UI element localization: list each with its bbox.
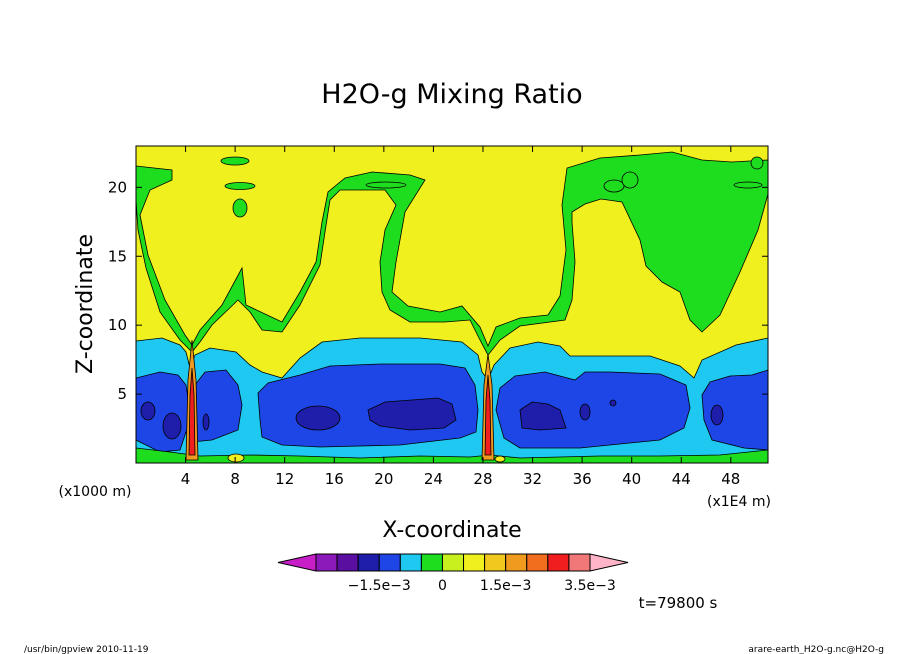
- plot-area: [136, 146, 768, 463]
- colorbar-swatch: [484, 553, 507, 572]
- colorbar-swatch: [336, 553, 359, 572]
- colorbar-swatch: [315, 553, 338, 572]
- x-tick-label: 28: [473, 470, 492, 488]
- x-axis: 4 8 12 16 20 24 28 32 36 40 44 48: [181, 146, 740, 488]
- field-plume-right: [481, 353, 495, 461]
- colorbar-label: −1.5e−3: [348, 578, 411, 594]
- y-axis-title: Z-coordinate: [73, 234, 98, 374]
- y-tick-label: 15: [108, 247, 127, 265]
- chart-title: H2O-g Mixing Ratio: [321, 79, 582, 110]
- field-green: [136, 151, 768, 463]
- colorbar-label: 3.5e−3: [564, 578, 616, 594]
- field-plume-left: [185, 339, 199, 461]
- x-tick-label: 36: [573, 470, 592, 488]
- footer-left: /usr/bin/gpview 2010-11-19: [24, 645, 149, 654]
- x-tick-label: 8: [230, 470, 240, 488]
- colorbar-swatch: [378, 553, 401, 572]
- colorbar-label: 1.5e−3: [480, 578, 532, 594]
- colorbar-swatch: [399, 553, 422, 572]
- x-tick-label: 44: [672, 470, 691, 488]
- x-tick-label: 40: [622, 470, 641, 488]
- colorbar-low-end: [277, 553, 317, 572]
- colorbar-swatch: [441, 553, 465, 572]
- x-tick-label: 12: [275, 470, 294, 488]
- colorbar-swatch: [547, 553, 570, 572]
- colorbar-high-end: [589, 553, 629, 572]
- colorbar-swatch: [505, 553, 528, 572]
- x-tick-label: 4: [181, 470, 191, 488]
- y-tick-label: 5: [117, 385, 127, 403]
- colorbar-swatch: [420, 553, 443, 572]
- x-tick-label: 24: [424, 470, 443, 488]
- colorbar-swatch: [526, 553, 549, 572]
- plot-frame: [135, 145, 769, 464]
- colorbar-label: 0: [438, 578, 447, 594]
- footer-right: arare-earth_H2O-g.nc@H2O-g: [748, 645, 884, 654]
- y-tick-label: 10: [108, 316, 127, 334]
- x-tick-label: 48: [721, 470, 740, 488]
- x-tick-label: 32: [523, 470, 542, 488]
- colorbar: −1.5e−3 0 1.5e−3 3.5e−3: [277, 553, 629, 594]
- field-yellow-surface: [227, 453, 245, 463]
- x-tick-label: 16: [325, 470, 344, 488]
- colorbar-swatch: [357, 553, 380, 572]
- time-label: t=79800 s: [639, 594, 718, 612]
- field-green-islands: [220, 156, 764, 218]
- x-tick-label: 20: [374, 470, 393, 488]
- colorbar-swatch: [568, 553, 591, 572]
- colorbar-swatch: [463, 553, 486, 572]
- y-axis: 5 10 15 20: [108, 178, 768, 403]
- field-navy: [140, 397, 724, 440]
- y-axis-unit: (x1000 m): [59, 484, 132, 500]
- x-axis-title: X-coordinate: [382, 518, 521, 543]
- y-tick-label: 20: [108, 178, 127, 196]
- x-axis-unit: (x1E4 m): [707, 494, 771, 510]
